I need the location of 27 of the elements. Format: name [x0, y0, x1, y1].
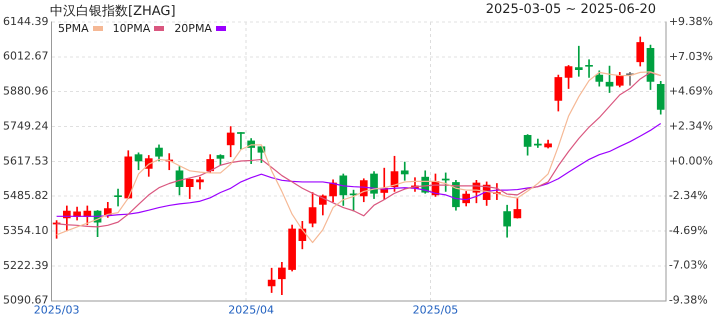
y2-tick-label: -4.69%: [668, 224, 708, 237]
y2-tick-label: +0.00%: [668, 154, 714, 168]
legend-label: 5PMA: [58, 22, 89, 35]
y2-tick-label: +2.34%: [668, 119, 714, 132]
y-tick-label: 6144.39: [2, 14, 48, 28]
candlestick: [534, 138, 542, 148]
legend-label: 20PMA: [174, 22, 212, 35]
y-tick-label: 6012.67: [2, 50, 48, 63]
candlestick: [237, 132, 245, 150]
y-tick-label: 5617.53: [2, 154, 48, 168]
y-tick-label: 5222.39: [2, 258, 48, 272]
x-tick-label: 2025/03: [34, 303, 80, 316]
x-tick-label: 2025/04: [228, 303, 274, 316]
y-tick-label: 5749.24: [2, 119, 48, 132]
y2-tick-label: -7.03%: [668, 258, 708, 272]
y2-tick-label: -9.38%: [668, 294, 708, 307]
y2-tick-label: +9.38%: [668, 14, 714, 28]
y-tick-label: 5485.82: [2, 189, 48, 202]
chart-title: 中汉白银指数[ZHAG]: [50, 3, 176, 20]
legend-label: 10PMA: [112, 22, 150, 35]
chart-subtitle: 2025-03-05 ~ 2025-06-20: [486, 2, 656, 17]
y2-tick-label: +7.03%: [668, 50, 714, 63]
y2-tick-label: +4.69%: [668, 84, 714, 98]
y2-tick-label: -2.34%: [668, 189, 708, 202]
y-tick-label: 5880.96: [2, 84, 48, 98]
x-tick-label: 2025/05: [412, 303, 458, 316]
y-tick-label: 5354.10: [2, 224, 48, 237]
